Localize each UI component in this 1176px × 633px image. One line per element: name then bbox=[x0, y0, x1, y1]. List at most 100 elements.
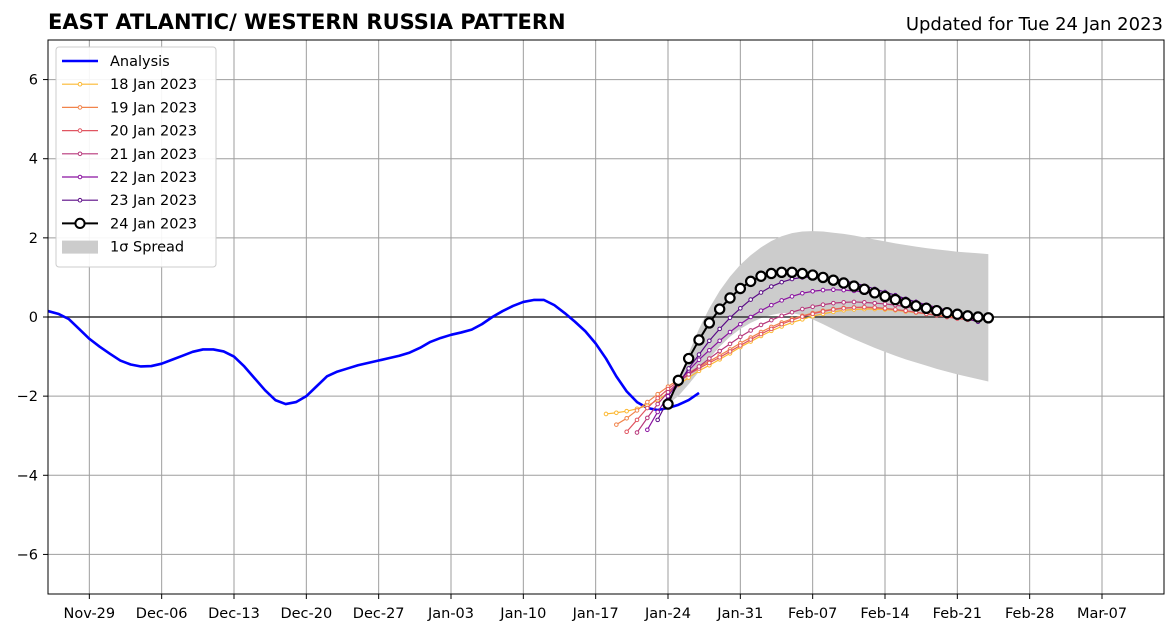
forecast-marker bbox=[645, 415, 650, 421]
forecast-marker bbox=[862, 300, 867, 305]
forecast-marker bbox=[827, 274, 840, 286]
forecast-marker bbox=[634, 408, 640, 413]
forecast-marker bbox=[882, 305, 888, 311]
forecast-marker bbox=[624, 429, 629, 435]
forecast-marker bbox=[851, 305, 857, 310]
legend-label: 24 Jan 2023 bbox=[110, 216, 197, 232]
legend-marker bbox=[77, 105, 83, 110]
forecast-marker bbox=[941, 306, 953, 319]
forecast-marker bbox=[717, 355, 722, 360]
forecast-marker bbox=[755, 270, 767, 282]
forecast-marker bbox=[810, 311, 815, 317]
forecast-marker bbox=[655, 401, 660, 407]
forecast-marker bbox=[624, 408, 629, 414]
forecast-marker bbox=[858, 283, 871, 295]
forecast-marker bbox=[738, 321, 743, 327]
forecast-marker bbox=[820, 302, 826, 308]
y-tick-label: −6 bbox=[17, 547, 38, 563]
x-tick-label: Nov-29 bbox=[64, 606, 116, 622]
forecast-marker bbox=[682, 352, 695, 365]
forecast-marker bbox=[769, 317, 774, 323]
forecast-series bbox=[662, 266, 995, 410]
forecast-marker bbox=[800, 306, 805, 312]
forecast-marker bbox=[645, 399, 650, 405]
forecast-marker bbox=[769, 284, 774, 289]
legend-box bbox=[55, 46, 217, 268]
forecast-marker bbox=[744, 275, 757, 288]
legend-label: Analysis bbox=[110, 54, 170, 70]
chart-title: EAST ATLANTIC/ WESTERN RUSSIA PATTERN bbox=[48, 10, 566, 34]
forecast-marker bbox=[789, 309, 795, 315]
legend-entry: 23 Jan 2023 bbox=[62, 193, 197, 209]
x-tick-label: Feb-28 bbox=[1005, 606, 1054, 622]
legend-label: 19 Jan 2023 bbox=[110, 100, 197, 116]
forecast-marker bbox=[903, 308, 908, 313]
legend-entry: 19 Jan 2023 bbox=[62, 100, 197, 116]
forecast-marker bbox=[889, 293, 902, 306]
x-tick-label: Jan-24 bbox=[644, 606, 691, 622]
forecast-marker bbox=[769, 326, 774, 332]
legend-label: 21 Jan 2023 bbox=[110, 147, 197, 163]
forecast-marker bbox=[758, 308, 764, 313]
x-tick-label: Jan-03 bbox=[427, 606, 474, 622]
x-tick-label: Dec-27 bbox=[353, 606, 405, 622]
forecast-marker bbox=[982, 312, 995, 324]
forecast-marker bbox=[634, 430, 640, 435]
y-axis-ticks: −6 −4 −2 0 2 4 6 bbox=[17, 73, 48, 563]
forecast-marker bbox=[713, 303, 726, 315]
forecast-marker bbox=[707, 356, 712, 361]
legend-marker bbox=[77, 81, 83, 87]
forecast-marker bbox=[800, 290, 805, 296]
forecast-marker bbox=[779, 321, 784, 327]
y-tick-label: −4 bbox=[17, 468, 38, 484]
forecast-marker bbox=[748, 328, 753, 333]
forecast-marker bbox=[796, 267, 809, 280]
forecast-marker bbox=[841, 287, 846, 293]
forecast-marker bbox=[775, 266, 788, 278]
forecast-marker bbox=[769, 302, 774, 308]
forecast-marker bbox=[848, 280, 860, 292]
chart-subtitle: Updated for Tue 24 Jan 2023 bbox=[906, 14, 1163, 35]
series-layer bbox=[47, 266, 995, 435]
forecast-marker bbox=[920, 302, 933, 314]
forecast-marker bbox=[899, 297, 912, 309]
forecast-marker bbox=[868, 287, 881, 299]
x-tick-label: Jan-17 bbox=[572, 606, 619, 622]
forecast-marker bbox=[872, 305, 877, 310]
forecast-marker bbox=[734, 282, 747, 295]
x-tick-label: Jan-10 bbox=[499, 606, 546, 622]
legend: Analysis 18 Jan 2023 19 Jan 2023 20 Jan 202… bbox=[55, 46, 217, 268]
forecast-marker bbox=[614, 422, 619, 427]
forecast-marker bbox=[779, 313, 784, 319]
legend-entry: 18 Jan 2023 bbox=[62, 77, 197, 93]
forecast-marker bbox=[696, 352, 702, 357]
forecast-marker bbox=[707, 347, 712, 353]
forecast-marker bbox=[806, 269, 819, 281]
forecast-marker bbox=[851, 299, 857, 305]
forecast-marker bbox=[724, 292, 736, 304]
forecast-marker bbox=[758, 331, 764, 337]
forecast-marker bbox=[810, 304, 815, 310]
forecast-marker bbox=[800, 314, 805, 319]
x-tick-label: Dec-20 bbox=[280, 606, 332, 622]
forecast-marker bbox=[727, 315, 733, 321]
forecast-marker bbox=[841, 300, 846, 305]
x-tick-label: Mar-07 bbox=[1077, 606, 1127, 622]
x-tick-label: Feb-07 bbox=[788, 606, 837, 622]
forecast-marker bbox=[686, 372, 691, 377]
forecast-marker bbox=[831, 307, 836, 312]
forecast-marker bbox=[727, 349, 733, 354]
forecast-marker bbox=[717, 348, 722, 354]
y-tick-label: 0 bbox=[29, 310, 38, 326]
forecast-marker bbox=[707, 338, 712, 344]
forecast-marker bbox=[717, 338, 722, 344]
legend-entry: 20 Jan 2023 bbox=[62, 124, 197, 140]
forecast-marker bbox=[662, 398, 674, 410]
forecast-marker bbox=[758, 322, 764, 328]
forecast-marker bbox=[703, 317, 716, 329]
forecast-marker bbox=[961, 310, 974, 322]
forecast-marker bbox=[841, 305, 846, 311]
forecast-marker bbox=[655, 391, 660, 397]
legend-marker bbox=[77, 174, 83, 180]
